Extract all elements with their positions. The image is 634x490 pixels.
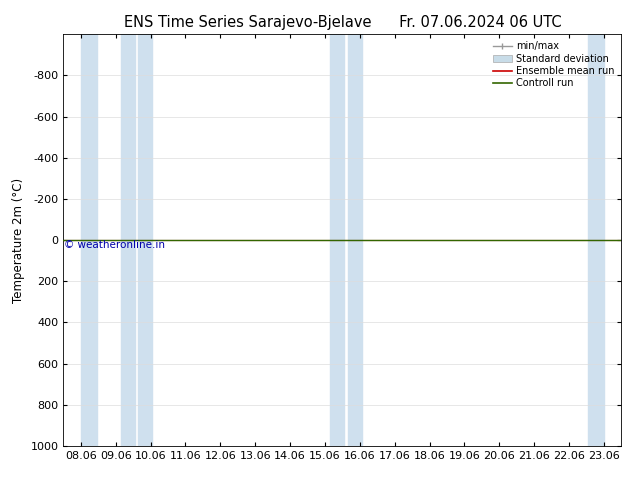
Bar <box>81 34 96 446</box>
Bar <box>330 34 344 446</box>
Y-axis label: Temperature 2m (°C): Temperature 2m (°C) <box>12 177 25 303</box>
Bar <box>138 34 152 446</box>
Legend: min/max, Standard deviation, Ensemble mean run, Controll run: min/max, Standard deviation, Ensemble me… <box>491 39 616 90</box>
Title: ENS Time Series Sarajevo-Bjelave      Fr. 07.06.2024 06 UTC: ENS Time Series Sarajevo-Bjelave Fr. 07.… <box>124 15 561 30</box>
Text: © weatheronline.in: © weatheronline.in <box>64 240 165 250</box>
Bar <box>347 34 361 446</box>
Bar <box>121 34 135 446</box>
Bar <box>588 34 604 446</box>
